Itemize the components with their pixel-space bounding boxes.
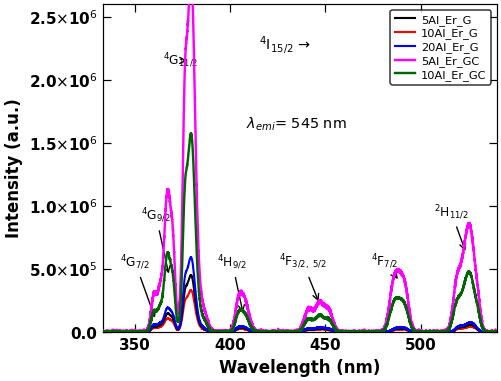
20Al_Er_G xyxy=(497,330,501,335)
5Al_Er_G xyxy=(188,273,194,277)
10Al_Er_GC xyxy=(188,132,194,136)
10Al_Er_G xyxy=(427,330,433,335)
10Al_Er_G xyxy=(100,330,106,335)
5Al_Er_G xyxy=(100,330,106,335)
10Al_Er_GC xyxy=(172,298,178,303)
Text: $^4$H$_{9/2}$: $^4$H$_{9/2}$ xyxy=(217,253,247,311)
20Al_Er_G xyxy=(188,255,194,259)
Text: $^4$G$_{9/2}$: $^4$G$_{9/2}$ xyxy=(141,207,171,272)
Text: $^4$I$_{15/2}$ →: $^4$I$_{15/2}$ → xyxy=(259,34,311,56)
10Al_Er_GC xyxy=(100,330,106,335)
10Al_Er_GC xyxy=(427,329,433,334)
10Al_Er_G xyxy=(188,288,194,293)
10Al_Er_GC xyxy=(338,330,344,334)
20Al_Er_G xyxy=(396,325,402,329)
Y-axis label: Intensity (a.u.): Intensity (a.u.) xyxy=(5,99,23,238)
20Al_Er_G xyxy=(100,330,106,335)
10Al_Er_GC xyxy=(252,328,258,333)
5Al_Er_G xyxy=(358,330,364,335)
20Al_Er_G xyxy=(252,330,258,335)
10Al_Er_G xyxy=(252,330,258,334)
10Al_Er_GC xyxy=(100,330,106,335)
Legend: 5Al_Er_G, 10Al_Er_G, 20Al_Er_G, 5Al_Er_GC, 10Al_Er_GC: 5Al_Er_G, 10Al_Er_G, 20Al_Er_G, 5Al_Er_G… xyxy=(390,10,491,85)
10Al_Er_GC xyxy=(396,296,402,301)
10Al_Er_GC xyxy=(497,330,501,334)
10Al_Er_G xyxy=(358,330,364,335)
5Al_Er_GC xyxy=(497,330,501,335)
20Al_Er_G xyxy=(358,330,364,335)
5Al_Er_G xyxy=(497,330,501,335)
20Al_Er_G xyxy=(338,330,344,335)
5Al_Er_GC xyxy=(100,330,106,335)
10Al_Er_G xyxy=(100,330,106,335)
Line: 10Al_Er_GC: 10Al_Er_GC xyxy=(103,134,500,332)
20Al_Er_G xyxy=(100,330,106,335)
X-axis label: Wavelength (nm): Wavelength (nm) xyxy=(219,359,380,376)
5Al_Er_GC xyxy=(338,328,344,333)
10Al_Er_GC xyxy=(358,330,364,335)
5Al_Er_G xyxy=(427,330,433,335)
5Al_Er_GC xyxy=(172,269,178,274)
5Al_Er_GC xyxy=(427,330,433,335)
Text: $^4$G$_{7/2}$: $^4$G$_{7/2}$ xyxy=(120,253,155,317)
5Al_Er_G xyxy=(172,322,178,327)
20Al_Er_G xyxy=(172,320,178,324)
10Al_Er_G xyxy=(497,330,501,335)
5Al_Er_GC xyxy=(358,330,364,334)
10Al_Er_G xyxy=(396,327,402,332)
Text: $^4$F$_{7/2}$: $^4$F$_{7/2}$ xyxy=(371,252,398,278)
Line: 5Al_Er_GC: 5Al_Er_GC xyxy=(103,0,500,332)
Text: $\lambda_{emi}$= 545 nm: $\lambda_{emi}$= 545 nm xyxy=(245,115,346,133)
Line: 20Al_Er_G: 20Al_Er_G xyxy=(103,257,500,332)
5Al_Er_G xyxy=(338,330,344,335)
Text: $^4$F$_{3/2,\ 5/2}$: $^4$F$_{3/2,\ 5/2}$ xyxy=(279,252,326,300)
Text: $^2$H$_{11/2}$: $^2$H$_{11/2}$ xyxy=(433,203,468,250)
5Al_Er_GC xyxy=(252,327,258,332)
5Al_Er_G xyxy=(252,330,258,334)
10Al_Er_G xyxy=(172,324,178,328)
5Al_Er_G xyxy=(396,326,402,331)
Line: 5Al_Er_G: 5Al_Er_G xyxy=(103,275,500,332)
5Al_Er_GC xyxy=(396,269,402,274)
Line: 10Al_Er_G: 10Al_Er_G xyxy=(103,290,500,332)
Text: $^4$G$_{11/2}$: $^4$G$_{11/2}$ xyxy=(163,52,198,70)
10Al_Er_G xyxy=(338,330,344,335)
20Al_Er_G xyxy=(427,330,433,335)
